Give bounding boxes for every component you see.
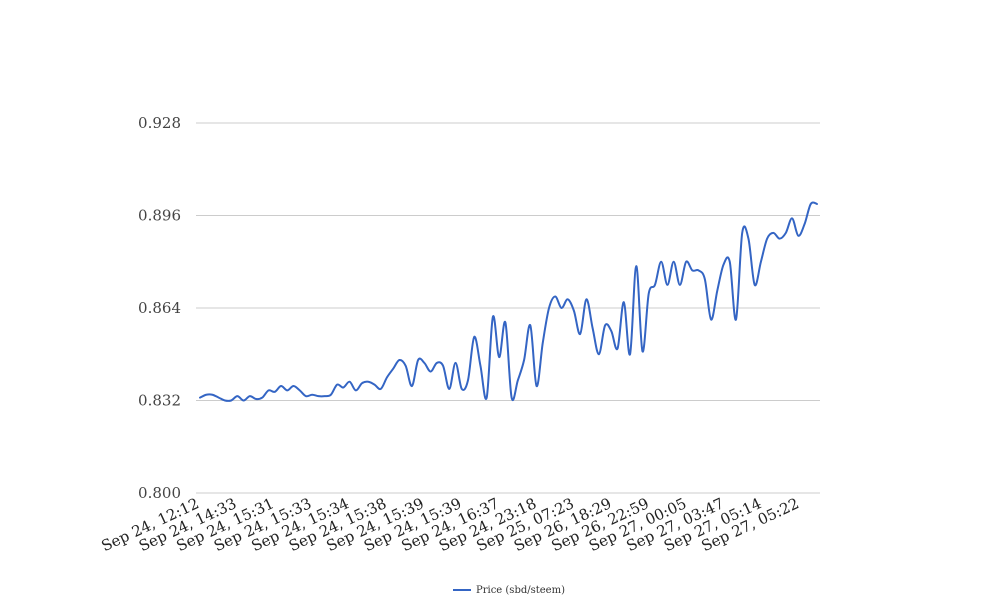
- y-tick-label: 0.928: [138, 114, 181, 132]
- y-tick-label: 0.864: [138, 299, 181, 317]
- y-axis-ticks: 0.800 0.832 0.864 0.896 0.928: [138, 114, 181, 502]
- legend: Price (sbd/steem): [453, 585, 565, 596]
- legend-label: Price (sbd/steem): [476, 585, 565, 596]
- series-layer: [199, 201, 818, 402]
- series-line-price: [199, 201, 818, 402]
- y-tick-label: 0.832: [138, 392, 181, 410]
- y-tick-label: 0.800: [138, 484, 181, 502]
- gridlines: [196, 122, 820, 494]
- y-tick-label: 0.896: [138, 207, 181, 225]
